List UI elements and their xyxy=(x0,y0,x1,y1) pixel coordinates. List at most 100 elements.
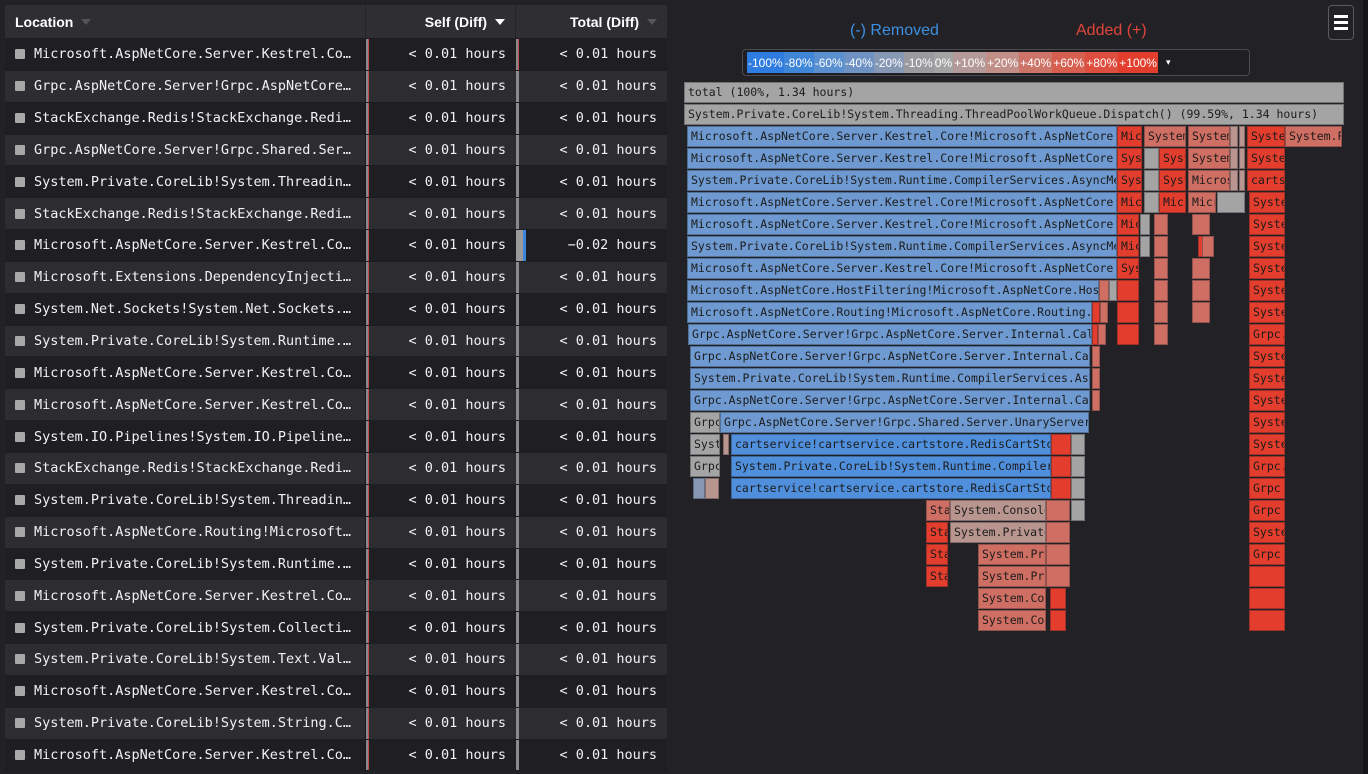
flamegraph-frame[interactable]: Microsoft.AspNetCore.Server.Kestrel.Core… xyxy=(687,192,1117,213)
flamegraph-frame[interactable] xyxy=(1140,236,1150,257)
flamegraph-frame[interactable] xyxy=(1192,280,1210,301)
flamegraph-frame[interactable] xyxy=(1230,170,1238,191)
flamegraph-frame[interactable]: System.Console xyxy=(950,500,1046,521)
flamegraph-frame[interactable]: System xyxy=(1249,302,1285,323)
flamegraph-frame[interactable]: Grpc.AspNetCore.Server!Grpc.AspNetCore.S… xyxy=(688,324,1092,345)
flamegraph-frame[interactable]: Microsoft.AspNetCore.Server.Kestrel.Core… xyxy=(687,148,1117,169)
flamegraph-frame[interactable]: System.Private.CoreLib!System.Runtime.Co… xyxy=(687,170,1117,191)
flamegraph-frame[interactable]: Microsoft.AspNetCore.Routing!Microsoft.A… xyxy=(687,302,1092,323)
table-row[interactable]: StackExchange.Redis!StackExchange.Redis.… xyxy=(5,452,667,485)
flamegraph-frame[interactable]: Microsoft xyxy=(1117,236,1139,257)
table-row[interactable]: System.Private.CoreLib!System.Collection… xyxy=(5,612,667,645)
flamegraph-canvas[interactable]: total (100%, 1.34 hours) System.Private.C… xyxy=(684,82,1344,774)
table-row[interactable]: System.Private.CoreLib!System.String.Con… xyxy=(5,707,667,740)
flamegraph-frame[interactable] xyxy=(723,434,729,455)
flamegraph-frame[interactable]: System xyxy=(1117,170,1142,191)
flamegraph-frame[interactable] xyxy=(1230,126,1238,147)
flamegraph-frame[interactable]: System xyxy=(1249,412,1285,433)
flamegraph-frame[interactable]: Microsoft xyxy=(1188,192,1216,213)
flamegraph-frame[interactable] xyxy=(1154,236,1168,257)
table-row[interactable]: Microsoft.AspNetCore.Server.Kestrel.Core… xyxy=(5,739,667,772)
flamegraph-frame[interactable]: Grpc xyxy=(1249,544,1285,565)
flamegraph-frame[interactable] xyxy=(1117,324,1139,345)
flamegraph-frame[interactable]: System xyxy=(1249,280,1285,301)
flamegraph-frame[interactable]: System xyxy=(1188,148,1230,169)
flamegraph-frame[interactable]: System xyxy=(1159,170,1186,191)
table-row[interactable]: System.Private.CoreLib!System.Text.Value… xyxy=(5,644,667,676)
flamegraph-frame[interactable] xyxy=(1192,258,1210,279)
flamegraph-frame[interactable]: Grpc.AspNetCore.Server!Grpc.AspNetCore.S… xyxy=(690,346,1090,367)
flamegraph-frame[interactable] xyxy=(1144,192,1159,213)
flamegraph-frame[interactable] xyxy=(1192,214,1210,235)
flamegraph-frame[interactable] xyxy=(1109,280,1117,301)
flamegraph-frame[interactable] xyxy=(1249,566,1285,587)
flamegraph-frame[interactable]: System.Private.CoreLib!System.Runtime.Co… xyxy=(690,368,1090,389)
column-header-total-diff[interactable]: Total (Diff) xyxy=(516,5,667,38)
flamegraph-frame[interactable]: StackExchange xyxy=(926,544,948,565)
flamegraph-frame[interactable]: Grpc.AspNetCore xyxy=(1249,456,1285,477)
flamegraph-frame[interactable] xyxy=(1154,280,1168,301)
flamegraph-frame[interactable] xyxy=(1099,280,1109,301)
flamegraph-frame[interactable]: Grpc.AspNetCore.Server!Grpc.Shared.Serve… xyxy=(720,412,1089,433)
flamegraph-frame[interactable]: cartservice!cartservice.cartstore.RedisC… xyxy=(731,434,1051,455)
flamegraph-frame[interactable]: System xyxy=(1247,148,1285,169)
column-header-self-diff[interactable]: Self (Diff) xyxy=(366,5,516,38)
flamegraph-frame[interactable]: Grpc.AspNetCore.Server!Grpc.AspNetCore.S… xyxy=(690,390,1090,411)
table-row[interactable]: Microsoft.Extensions.DependencyInjection… xyxy=(5,261,667,294)
flamegraph-frame[interactable]: System xyxy=(1249,192,1285,213)
flamegraph-frame[interactable] xyxy=(1071,456,1085,477)
flamegraph-frame[interactable]: System.Collections xyxy=(978,610,1046,631)
flamegraph-frame[interactable] xyxy=(1092,302,1100,323)
flamegraph-frame[interactable] xyxy=(1046,522,1070,543)
table-row[interactable]: System.Private.CoreLib!System.Threading.… xyxy=(5,484,667,517)
flamegraph-frame[interactable]: System.Private xyxy=(978,566,1046,587)
flamegraph-frame[interactable]: System.Private xyxy=(978,544,1046,565)
flamegraph-frame[interactable] xyxy=(705,478,719,499)
flamegraph-frame[interactable] xyxy=(1192,302,1210,323)
flamegraph-frame[interactable] xyxy=(1051,456,1071,477)
table-row[interactable]: Microsoft.AspNetCore.Server.Kestrel.Core… xyxy=(5,675,667,708)
flamegraph-frame[interactable] xyxy=(1092,346,1100,367)
menu-button[interactable] xyxy=(1328,5,1354,40)
flamegraph-frame[interactable] xyxy=(1100,302,1108,323)
flamegraph-frame[interactable]: System xyxy=(1117,258,1139,279)
flamegraph-frame[interactable] xyxy=(1092,368,1100,389)
flamegraph-frame[interactable]: System xyxy=(1249,236,1285,257)
flamegraph-frame[interactable]: Microsoft xyxy=(1117,126,1142,147)
flamegraph-frame[interactable]: Grpc.AspNetCore xyxy=(690,456,720,477)
flamegraph-frame[interactable] xyxy=(1046,566,1070,587)
flamegraph-frame[interactable]: Microsoft.AspNetCore.Server.Kestrel.Core… xyxy=(687,258,1117,279)
flamegraph-frame[interactable] xyxy=(1140,214,1150,235)
flamegraph-frame[interactable] xyxy=(1230,148,1238,169)
flamegraph-frame[interactable]: Grpc xyxy=(1249,478,1285,499)
flamegraph-frame[interactable]: Microsoft xyxy=(1117,214,1139,235)
flamegraph-frame[interactable] xyxy=(1050,610,1066,631)
flamegraph-frame[interactable]: System xyxy=(1117,148,1142,169)
flamegraph-frame[interactable] xyxy=(1092,390,1100,411)
flamegraph-frame[interactable]: Microsoft.AspNetCore.Server.Kestrel.Core… xyxy=(687,214,1117,235)
table-row[interactable]: Microsoft.AspNetCore.Routing!Microsoft.A… xyxy=(5,516,667,549)
flamegraph-frame[interactable] xyxy=(1239,148,1245,169)
table-row[interactable]: Microsoft.AspNetCore.Server.Kestrel.Core… xyxy=(5,230,667,262)
flamegraph-frame[interactable]: System xyxy=(1249,522,1285,543)
column-header-location[interactable]: Location xyxy=(5,5,366,38)
flamegraph-frame[interactable] xyxy=(1046,544,1070,565)
flamegraph-frame[interactable] xyxy=(1098,324,1106,345)
flamegraph-frame[interactable] xyxy=(693,478,705,499)
table-row[interactable]: Microsoft.AspNetCore.Server.Kestrel.Core… xyxy=(5,389,667,422)
flamegraph-frame[interactable]: System xyxy=(690,434,720,455)
flamegraph-frame[interactable]: System.Private xyxy=(950,522,1046,543)
flamegraph-frame[interactable]: System xyxy=(1249,258,1285,279)
color-scale-selector[interactable]: -100% -80% -60% -40% -20% -10% 0% +10% +20% +40% +… xyxy=(742,49,1250,76)
table-row[interactable]: System.Private.CoreLib!System.Runtime.Co… xyxy=(5,325,667,358)
flamegraph-frame[interactable]: System.Private.CoreLib!System.Runtime.Co… xyxy=(731,456,1051,477)
flamegraph-frame[interactable] xyxy=(1051,478,1071,499)
flamegraph-frame[interactable] xyxy=(1249,610,1285,631)
flamegraph-frame[interactable]: System.Private.CoreLib!System.Threading.… xyxy=(684,104,1344,125)
flamegraph-frame[interactable] xyxy=(1071,434,1085,455)
flamegraph-frame[interactable]: Microsoft.AspNetCore.HostFiltering!Micro… xyxy=(687,280,1099,301)
table-row[interactable]: Grpc.AspNetCore.Server!Grpc.AspNetCore.S… xyxy=(5,70,667,103)
flamegraph-frame[interactable]: Microsoft.AspNetCore.Server.Kestrel.Core… xyxy=(687,126,1117,147)
flamegraph-frame[interactable]: System xyxy=(1249,346,1285,367)
flamegraph-frame[interactable] xyxy=(1154,302,1168,323)
